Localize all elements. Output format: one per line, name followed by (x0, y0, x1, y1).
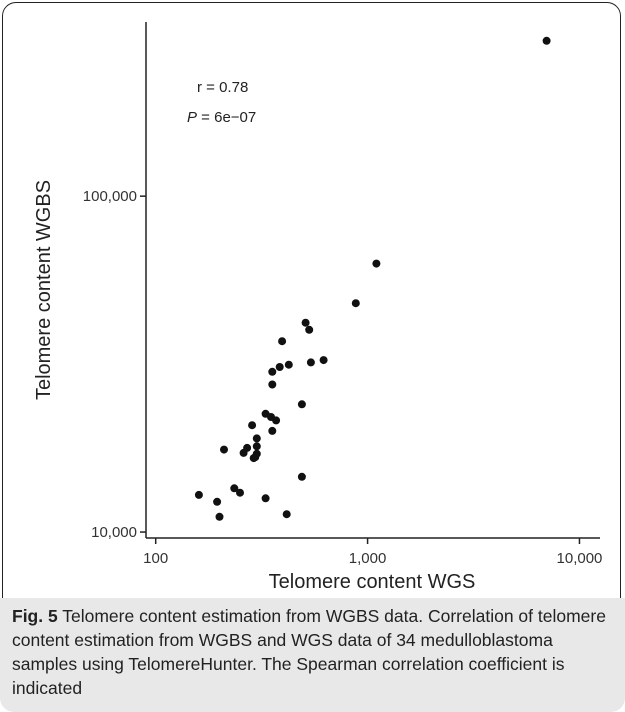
data-point (284, 360, 293, 369)
data-point (297, 472, 306, 481)
x-ticks: 100 1,000 10,000 (143, 538, 602, 567)
y-ticks: 10,000 100,000 (83, 188, 146, 541)
caption-box (0, 598, 625, 712)
data-point (261, 494, 270, 503)
p-symbol: P (187, 109, 197, 126)
data-point (215, 512, 224, 521)
data-point (220, 445, 228, 454)
data-point (239, 448, 248, 457)
data-point (194, 490, 203, 499)
data-point (230, 484, 239, 493)
figure-caption: Fig. 5 Telomere content estimation from … (12, 604, 612, 700)
y-tick-label: 100,000 (83, 188, 137, 205)
p-value-label: P = 6e−07 (187, 109, 256, 126)
data-point (301, 318, 310, 327)
data-point (251, 453, 260, 462)
x-tick-label: 1,000 (349, 550, 387, 567)
data-point (248, 421, 257, 430)
data-point (372, 259, 381, 268)
data-point (282, 510, 291, 519)
caption-body: Telomere content estimation from WGBS da… (12, 606, 606, 698)
data-point (236, 488, 244, 497)
data-point (268, 380, 277, 389)
x-axis-label: Telomere content WGS (269, 571, 476, 593)
data-point (268, 426, 277, 435)
y-axis-label: Telomere content WGBS (33, 180, 55, 400)
p-value: = 6e−07 (197, 109, 256, 126)
data-point (319, 356, 328, 365)
data-point (278, 337, 287, 346)
data-point (272, 416, 281, 425)
data-point (306, 358, 315, 367)
y-tick-label: 10,000 (91, 524, 137, 541)
data-points (194, 36, 551, 521)
data-point (542, 36, 551, 45)
data-point (213, 497, 222, 506)
correlation-r-label: r = 0.78 (197, 79, 248, 96)
data-point (252, 434, 261, 443)
data-point (275, 363, 284, 371)
data-point (252, 442, 261, 451)
data-point (297, 400, 306, 409)
data-point (351, 299, 360, 308)
figure-label: Fig. 5 (12, 606, 58, 626)
scatter-plot: 100 1,000 10,000 10,000 100,000 r = 0.78 P … (33, 22, 602, 593)
data-point (268, 367, 277, 376)
data-point (305, 325, 314, 334)
x-tick-label: 100 (143, 550, 168, 567)
x-tick-label: 10,000 (557, 550, 603, 567)
